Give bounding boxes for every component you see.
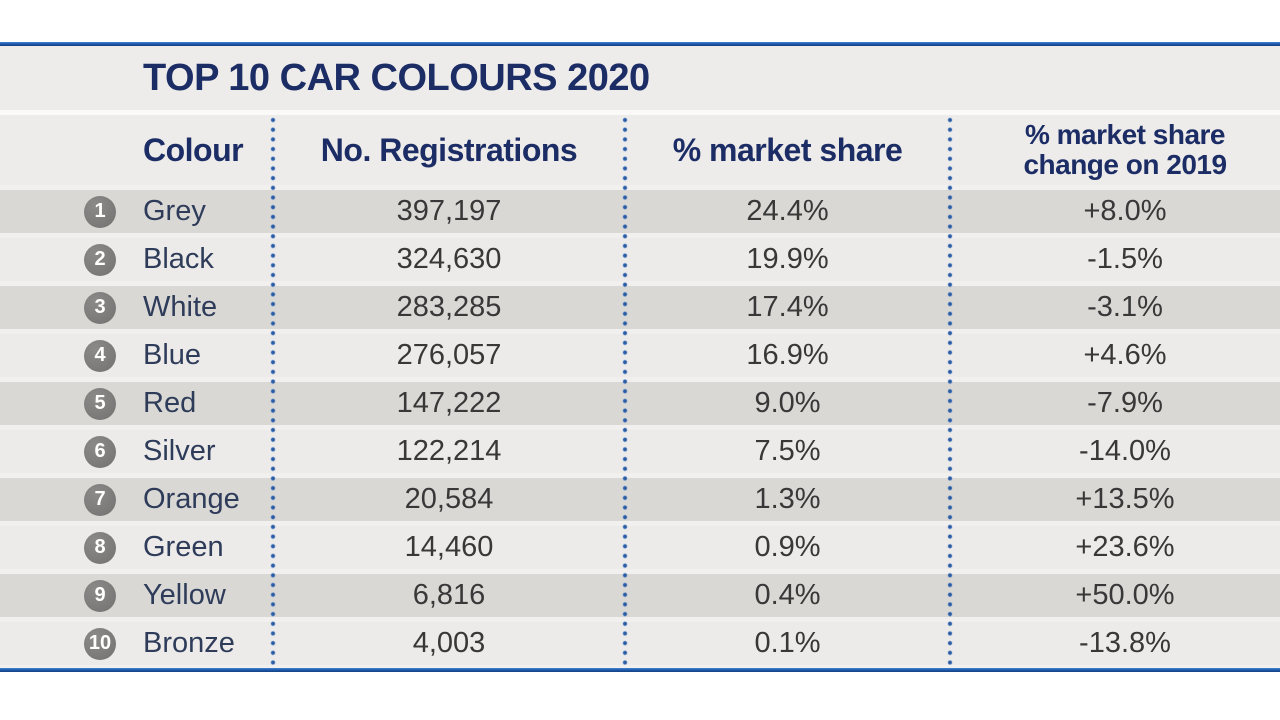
colour-name: Grey	[143, 195, 206, 227]
registrations-value: 324,630	[396, 243, 502, 275]
colour-name: Green	[143, 531, 224, 563]
registrations-value: 147,222	[396, 387, 502, 419]
column-header-share-change-line1: % market share	[1024, 119, 1226, 150]
registrations-value: 122,214	[396, 435, 502, 467]
registrations-value: 14,460	[404, 531, 494, 563]
colour-name: Red	[143, 387, 197, 419]
registrations-value: 20,584	[404, 483, 494, 515]
table-row: 2 Black 324,630 19.9% -1.5%	[0, 238, 1280, 281]
share-change-value: +4.6%	[1083, 339, 1167, 371]
colour-cell: 9 Yellow	[0, 579, 273, 612]
colour-cell: 10 Bronze	[0, 627, 273, 660]
column-separator-dotted-2	[622, 115, 628, 665]
colour-cell: 6 Silver	[0, 435, 273, 468]
registrations-value: 4,003	[412, 627, 486, 659]
colour-name: Orange	[143, 483, 240, 515]
market-share-value: 24.4%	[746, 195, 829, 227]
registrations-value: 397,197	[396, 195, 502, 227]
colour-cell: 7 Orange	[0, 483, 273, 516]
share-change-value: -7.9%	[1087, 387, 1163, 419]
colour-name: Yellow	[143, 579, 226, 611]
rank-badge: 5	[84, 387, 116, 420]
table-header-row: Colour No. Registrations % market share …	[0, 115, 1280, 185]
market-share-value: 9.0%	[754, 387, 821, 419]
page-title: TOP 10 CAR COLOURS 2020	[143, 56, 650, 99]
share-change-value: -13.8%	[1079, 627, 1171, 659]
market-share-value: 7.5%	[754, 435, 821, 467]
market-share-value: 0.9%	[754, 531, 821, 563]
market-share-value: 19.9%	[746, 243, 829, 275]
colour-name: Silver	[143, 435, 216, 467]
share-change-value: -14.0%	[1079, 435, 1171, 467]
column-header-share-change: % market share change on 2019	[950, 120, 1280, 180]
market-share-value: 17.4%	[746, 291, 829, 323]
rank-badge: 3	[84, 291, 116, 324]
registrations-value: 283,285	[396, 291, 502, 323]
rank-badge: 2	[84, 243, 116, 276]
table-body: 1 Grey 397,197 24.4% +8.0% 2 Black 324,6…	[0, 185, 1280, 665]
table-row: 3 White 283,285 17.4% -3.1%	[0, 286, 1280, 329]
rank-badge: 4	[84, 339, 116, 372]
market-share-value: 16.9%	[746, 339, 829, 371]
colour-cell: 4 Blue	[0, 339, 273, 372]
registrations-value: 276,057	[396, 339, 502, 371]
share-change-value: -1.5%	[1087, 243, 1163, 275]
rank-badge: 7	[84, 483, 116, 516]
colour-name: Bronze	[143, 627, 235, 659]
column-separator-dotted-1	[270, 115, 276, 665]
table-row: 9 Yellow 6,816 0.4% +50.0%	[0, 574, 1280, 617]
share-change-value: +13.5%	[1075, 483, 1175, 515]
colour-cell: 1 Grey	[0, 195, 273, 228]
rank-badge: 10	[84, 627, 116, 660]
market-share-value: 0.1%	[754, 627, 821, 659]
rank-badge: 6	[84, 435, 116, 468]
share-change-value: +23.6%	[1075, 531, 1175, 563]
share-change-value: +50.0%	[1075, 579, 1175, 611]
table-row: 8 Green 14,460 0.9% +23.6%	[0, 526, 1280, 569]
colour-name: White	[143, 291, 218, 323]
table-row: 4 Blue 276,057 16.9% +4.6%	[0, 334, 1280, 377]
table-row: 1 Grey 397,197 24.4% +8.0%	[0, 190, 1280, 233]
share-change-value: +8.0%	[1083, 195, 1167, 227]
colour-cell: 5 Red	[0, 387, 273, 420]
table-row: 6 Silver 122,214 7.5% -14.0%	[0, 430, 1280, 473]
colour-cell: 2 Black	[0, 243, 273, 276]
table-row: 10 Bronze 4,003 0.1% -13.8%	[0, 622, 1280, 665]
column-separator-dotted-3	[947, 115, 953, 665]
market-share-value: 0.4%	[754, 579, 821, 611]
car-colours-table: TOP 10 CAR COLOURS 2020 Colour No. Regis…	[0, 46, 1280, 668]
title-divider	[0, 110, 1280, 115]
table-row: 5 Red 147,222 9.0% -7.9%	[0, 382, 1280, 425]
top-blue-rule	[0, 42, 1280, 46]
colour-name: Blue	[143, 339, 202, 371]
colour-cell: 8 Green	[0, 531, 273, 564]
share-change-value: -3.1%	[1087, 291, 1163, 323]
colour-name: Black	[143, 243, 214, 275]
column-header-colour: Colour	[143, 131, 244, 168]
registrations-value: 6,816	[412, 579, 486, 611]
column-header-registrations: No. Registrations	[320, 131, 578, 168]
bottom-blue-rule	[0, 668, 1280, 672]
market-share-value: 1.3%	[754, 483, 821, 515]
column-header-market-share: % market share	[672, 131, 903, 168]
title-band: TOP 10 CAR COLOURS 2020	[0, 46, 1280, 110]
colour-cell: 3 White	[0, 291, 273, 324]
rank-badge: 1	[84, 195, 116, 228]
rank-badge: 8	[84, 531, 116, 564]
table-row: 7 Orange 20,584 1.3% +13.5%	[0, 478, 1280, 521]
rank-badge: 9	[84, 579, 116, 612]
column-header-share-change-line2: change on 2019	[1023, 149, 1227, 180]
